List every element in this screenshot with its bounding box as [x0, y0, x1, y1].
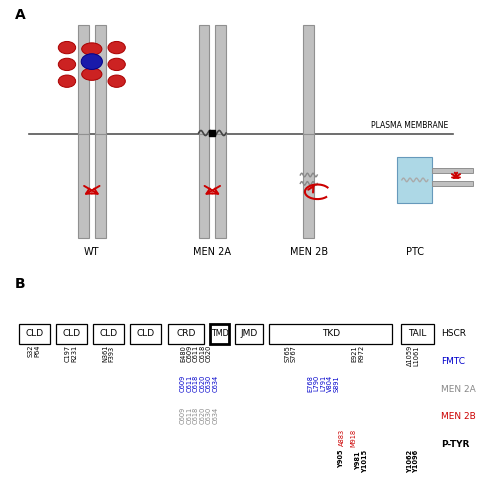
Text: PTC: PTC [406, 247, 424, 257]
Bar [19, 324, 50, 344]
Text: C609
C611
C618
C620: C609 C611 C618 C620 [186, 345, 212, 362]
Text: E921
R972: E921 R972 [352, 345, 364, 362]
Text: CLD: CLD [25, 330, 43, 338]
Ellipse shape [82, 68, 102, 80]
Text: S765
S767: S765 S767 [284, 345, 297, 362]
Text: A883: A883 [338, 428, 344, 446]
Text: Y981
Y1015: Y981 Y1015 [356, 450, 368, 472]
Ellipse shape [81, 54, 102, 70]
Text: MEN 2B: MEN 2B [290, 247, 328, 257]
Text: WT: WT [84, 247, 99, 257]
Bar [215, 25, 226, 134]
Bar [304, 25, 314, 134]
Ellipse shape [108, 42, 125, 54]
Bar [398, 157, 432, 203]
Bar [93, 324, 124, 344]
Text: B: B [15, 277, 25, 291]
Bar [401, 324, 434, 344]
Bar [199, 25, 209, 134]
Text: MEN 2A: MEN 2A [441, 384, 476, 394]
Text: S32
P64: S32 P64 [28, 345, 40, 357]
Text: Δ1059
L1061: Δ1059 L1061 [407, 345, 419, 366]
Bar [432, 168, 473, 173]
Bar [215, 134, 226, 238]
Bar [210, 324, 229, 344]
Bar [168, 324, 204, 344]
Bar [304, 134, 314, 238]
Ellipse shape [82, 43, 102, 55]
Text: CRD: CRD [176, 330, 196, 338]
Text: C609
C611
C618
C620
C630
C634: C609 C611 C618 C620 C630 C634 [180, 374, 218, 392]
Text: TAIL: TAIL [408, 330, 427, 338]
Bar [95, 25, 106, 134]
Text: MEN 2A: MEN 2A [193, 247, 231, 257]
Text: MEN 2B: MEN 2B [441, 412, 476, 421]
Text: E768
L790
L791
V804
S891: E768 L790 L791 V804 S891 [307, 374, 339, 392]
Bar [130, 324, 161, 344]
Text: C197
R231: C197 R231 [65, 345, 78, 362]
Text: HSCR: HSCR [441, 330, 466, 338]
Ellipse shape [108, 75, 125, 88]
Text: N361
F393: N361 F393 [102, 345, 115, 362]
Bar [199, 134, 209, 238]
Text: Y1062
Y1096: Y1062 Y1096 [407, 450, 419, 472]
Text: TMD: TMD [211, 330, 228, 338]
Ellipse shape [58, 58, 76, 70]
Bar [78, 25, 89, 134]
Text: A: A [15, 8, 26, 22]
Bar [432, 181, 473, 186]
Text: JMD: JMD [241, 330, 258, 338]
Bar [78, 134, 89, 238]
Text: TKD: TKD [322, 330, 340, 338]
Text: P-TYR: P-TYR [441, 440, 470, 449]
Bar [236, 324, 263, 344]
Ellipse shape [58, 75, 76, 88]
Text: Y905: Y905 [338, 450, 344, 468]
Bar [56, 324, 87, 344]
Text: CLD: CLD [136, 330, 154, 338]
Text: E480: E480 [181, 345, 186, 362]
Text: C609
C611
C618
C620
C630
C634: C609 C611 C618 C620 C630 C634 [180, 407, 218, 424]
Text: FMTC: FMTC [441, 357, 465, 366]
Text: PLASMA MEMBRANE: PLASMA MEMBRANE [371, 121, 449, 130]
Bar [269, 324, 392, 344]
Text: M918: M918 [350, 428, 356, 447]
Ellipse shape [58, 42, 76, 54]
Bar [95, 134, 106, 238]
Text: CLD: CLD [62, 330, 80, 338]
Ellipse shape [108, 58, 125, 70]
Text: CLD: CLD [99, 330, 118, 338]
